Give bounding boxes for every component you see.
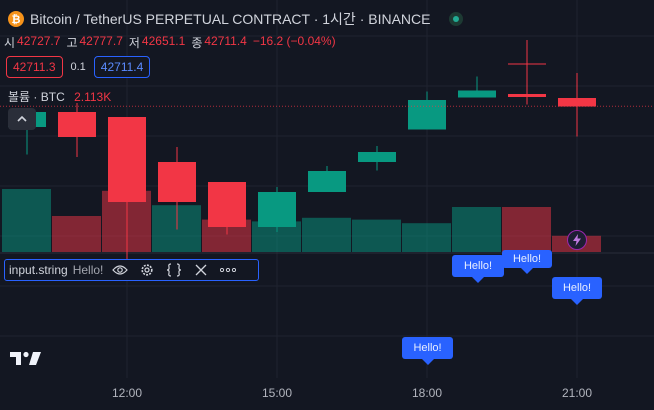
low-value: 42651.1 (141, 34, 186, 48)
candle (408, 91, 446, 130)
label-tooltip[interactable]: Hello! (402, 337, 453, 365)
time-axis-label: 15:00 (261, 386, 293, 400)
candle-body (58, 112, 96, 137)
label-tooltip[interactable]: Hello! (452, 255, 504, 283)
volume-bar (452, 207, 501, 252)
symbol-legend[interactable]: ₿ Bitcoin / TetherUS PERPETUAL CONTRACT … (4, 8, 463, 30)
candle (258, 187, 296, 232)
candle-body (358, 152, 396, 162)
high-value: 42777.7 (79, 34, 123, 48)
symbol-title[interactable]: Bitcoin / TetherUS PERPETUAL CONTRACT · … (30, 11, 431, 27)
time-axis-label: 18:00 (411, 386, 443, 400)
candle-body (158, 162, 196, 202)
change-value: −16.2 (−0.04%) (252, 34, 336, 48)
volume-bars (2, 189, 601, 252)
volume-bar (52, 216, 101, 252)
eye-icon[interactable] (111, 261, 129, 279)
open-label: 시 (4, 36, 16, 50)
close-icon[interactable] (192, 261, 210, 279)
candle (58, 103, 96, 157)
candle-body (558, 98, 596, 107)
label-tooltip[interactable]: Hello! (552, 277, 602, 305)
more-icon[interactable] (219, 261, 237, 279)
spread-value: 0.1 (70, 61, 86, 73)
candle-body (108, 117, 146, 202)
volume-bar (502, 207, 551, 252)
candle (308, 166, 346, 192)
candle-body (458, 90, 496, 98)
time-axis-label: 12:00 (111, 386, 143, 400)
ohlc-legend: 시 42727.7 고 42777.7 저 42651.1 종 42711.4 … (4, 34, 342, 51)
time-axis-label: 21:00 (561, 386, 593, 400)
candle-body (208, 182, 246, 227)
crosshair (508, 40, 546, 92)
candle (358, 146, 396, 171)
close-value: 42711.4 (204, 34, 247, 48)
label-tooltip[interactable]: Hello! (502, 250, 552, 274)
candle (108, 117, 146, 267)
trade-panel: 42711.3 0.1 42711.4 (6, 56, 151, 78)
volume-bar (352, 219, 401, 252)
indicator-input-bar[interactable]: input.string Hello! (4, 259, 259, 281)
gear-icon[interactable] (138, 261, 156, 279)
candles (8, 73, 596, 267)
sell-button[interactable]: 42711.3 (6, 56, 63, 78)
volume-label: 볼륨 · BTC (8, 90, 65, 104)
volume-bar (402, 223, 451, 252)
braces-icon[interactable] (165, 261, 183, 279)
indicator-value: Hello! (72, 263, 104, 277)
bitcoin-icon: ₿ (8, 11, 24, 27)
candle (208, 182, 246, 235)
open-value: 42727.7 (17, 34, 61, 48)
candle-body (408, 100, 446, 130)
volume-bar (2, 189, 51, 252)
buy-button[interactable]: 42711.4 (93, 56, 151, 78)
candle (158, 147, 196, 230)
lightning-icon[interactable] (567, 230, 587, 250)
volume-legend[interactable]: 볼륨 · BTC 2.113K (8, 88, 111, 105)
low-label: 저 (128, 36, 140, 50)
candle (458, 76, 496, 98)
candle-body (308, 171, 346, 192)
indicator-name[interactable]: input.string (9, 263, 68, 277)
candle (558, 73, 596, 137)
live-status-dot-icon (448, 12, 463, 26)
high-label: 고 (66, 36, 78, 50)
candle-body (508, 94, 546, 97)
candle-body (258, 192, 296, 227)
close-label: 종 (191, 36, 203, 50)
volume-value: 2.113K (74, 90, 112, 104)
volume-bar (302, 217, 351, 252)
tradingview-logo[interactable] (10, 350, 42, 371)
chevron-up-icon[interactable] (8, 108, 36, 130)
